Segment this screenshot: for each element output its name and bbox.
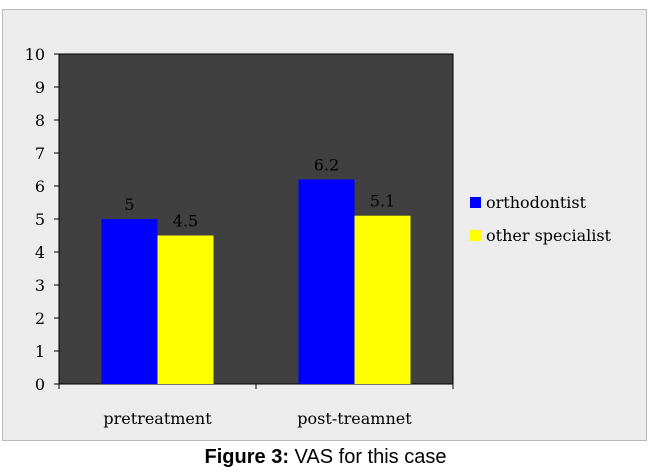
y-tick-label: 2 (35, 309, 45, 328)
bar-chart: 0 1 2 3 4 5 6 7 8 9 10 pretreatment post-treamnet 5… (25, 45, 612, 428)
legend: orthodontist other specialist (470, 193, 612, 245)
y-tick-label: 6 (35, 177, 45, 196)
y-tick-label: 1 (35, 342, 45, 361)
x-axis: pretreatment post-treamnet (58, 383, 454, 428)
y-tick-label: 10 (25, 45, 45, 64)
bar-1-0 (157, 235, 214, 384)
legend-label: orthodontist (486, 193, 587, 212)
y-tick-label: 9 (35, 78, 45, 97)
caption-label: Figure 3: (204, 446, 289, 468)
y-tick-label: 8 (35, 111, 45, 130)
bar-0-1 (298, 179, 355, 384)
y-tick-label: 7 (35, 144, 45, 163)
data-label: 5.1 (370, 192, 395, 211)
data-label: 4.5 (173, 212, 198, 231)
chart-frame: 0 1 2 3 4 5 6 7 8 9 10 pretreatment post-treamnet 5… (2, 9, 647, 441)
y-axis: 0 1 2 3 4 5 6 7 8 9 10 (25, 45, 60, 394)
legend-label: other specialist (486, 226, 612, 245)
bar-1-1 (354, 215, 411, 384)
data-label: 5 (124, 195, 134, 214)
x-category-label: post-treamnet (297, 409, 412, 428)
legend-swatch (470, 197, 481, 208)
x-category-label: pretreatment (103, 409, 212, 428)
y-tick-label: 5 (35, 210, 45, 229)
bar-0-0 (101, 219, 158, 384)
caption-text: VAS for this case (288, 446, 447, 468)
bars: 5 4.5 6.2 5.1 (101, 155, 411, 384)
legend-swatch (470, 230, 481, 241)
data-label: 6.2 (314, 155, 339, 174)
y-tick-label: 0 (35, 375, 45, 394)
figure-caption: Figure 3: VAS for this case (0, 446, 651, 469)
y-tick-label: 3 (35, 276, 45, 295)
y-tick-label: 4 (35, 243, 45, 262)
